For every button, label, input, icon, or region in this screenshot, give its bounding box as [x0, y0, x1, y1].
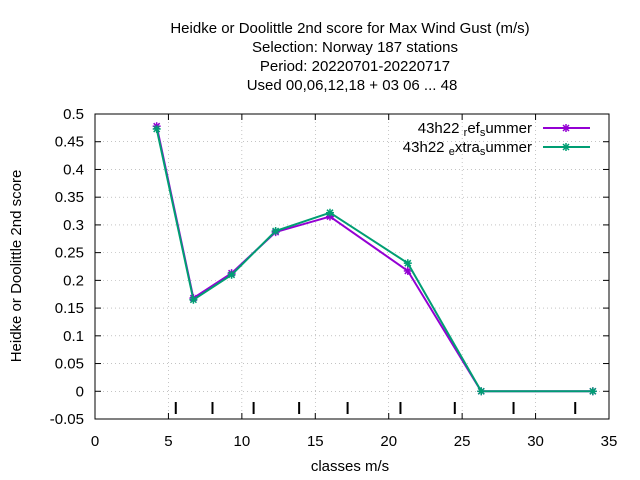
- title-line-2: Selection: Norway 187 stations: [252, 39, 458, 56]
- legend-point: [562, 143, 570, 151]
- y-tick-label: 0.4: [63, 161, 84, 178]
- legend-point: [562, 124, 570, 132]
- legend-marker-1: [562, 124, 570, 132]
- x-tick-label: 0: [91, 433, 99, 450]
- data-series: [152, 122, 597, 396]
- data-point: [588, 387, 597, 396]
- data-point: [152, 124, 161, 133]
- x-tick-label: 30: [527, 433, 544, 450]
- legend-entry-1: 43h22 refsummer: [418, 120, 590, 139]
- series-line-2: [155, 128, 593, 393]
- series-line-1: [155, 125, 593, 393]
- y-tick-label: 0.5: [63, 106, 84, 123]
- y-tick-label: 0.1: [63, 328, 84, 345]
- y-tick-label: 0.3: [63, 217, 84, 234]
- x-tick-label: 15: [307, 433, 324, 450]
- plot-frame: [94, 113, 610, 420]
- y-tick-label: 0.2: [63, 272, 84, 289]
- x-tick-label: 5: [164, 433, 172, 450]
- legend-label-1: 43h22 refsummer: [418, 120, 532, 139]
- x-tick-label: 20: [380, 433, 397, 450]
- x-axis-label: classes m/s: [311, 458, 389, 475]
- title-line-1: Heidke or Doolittle 2nd score for Max Wi…: [170, 20, 529, 37]
- y-tick-label: 0.15: [55, 300, 84, 317]
- x-tick-label: 25: [454, 433, 471, 450]
- y-tick-label: 0.35: [55, 189, 84, 206]
- y-tick-label: 0.05: [55, 356, 84, 373]
- x-tick-labels: 0 5 10 15 20 25 30 35: [91, 433, 618, 450]
- y-tick-label: -0.05: [50, 411, 84, 428]
- y-tick-label: 0: [76, 383, 84, 400]
- y-tick-label: 0.45: [55, 134, 84, 151]
- title-line-3: Period: 20220701-20220717: [260, 58, 450, 75]
- y-tick-label: 0.25: [55, 245, 84, 262]
- data-point: [403, 259, 412, 268]
- title-line-4: Used 00,06,12,18 + 03 06 ... 48: [247, 77, 458, 94]
- data-point: [271, 227, 280, 236]
- x-tick-label: 35: [601, 433, 618, 450]
- legend-label-2: 43h22 extrasummer: [403, 139, 532, 158]
- x-tick-label: 10: [234, 433, 251, 450]
- chart-title: Heidke or Doolittle 2nd score for Max Wi…: [170, 20, 529, 94]
- data-point: [477, 387, 486, 396]
- class-marks: [174, 402, 577, 414]
- legend-marker-2: [562, 143, 570, 151]
- data-point: [403, 266, 412, 275]
- legend: 43h22 refsummer 43h22 extrasummer: [403, 120, 590, 158]
- legend-entry-2: 43h22 extrasummer: [403, 139, 590, 158]
- y-axis-label: Heidke or Doolittle 2nd score: [8, 170, 25, 363]
- data-point: [189, 295, 198, 304]
- axis-ticks: [94, 113, 610, 420]
- grid-lines: [95, 114, 609, 419]
- y-tick-labels: -0.05 0 0.05 0.1 0.15 0.2 0.25 0.3 0.35 0.4 0.45 0.…: [50, 106, 84, 428]
- data-point: [227, 270, 236, 279]
- data-point: [325, 208, 334, 217]
